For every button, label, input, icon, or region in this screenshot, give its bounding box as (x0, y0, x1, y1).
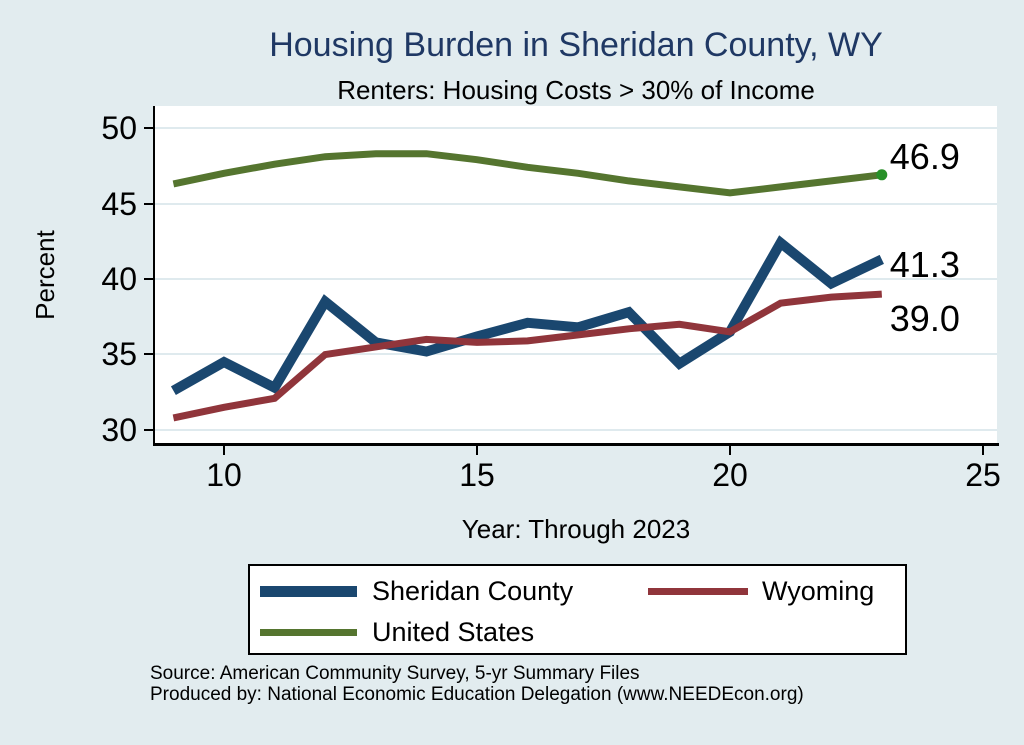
y-tick-label-35: 35 (101, 336, 137, 373)
y-tick-30 (144, 428, 153, 431)
gridline-35 (155, 353, 997, 356)
y-tick-label-40: 40 (101, 260, 137, 297)
y-axis-line (153, 106, 155, 445)
legend-swatch-united-states (260, 629, 357, 636)
end-label-sheridan-county: 41.3 (889, 244, 960, 286)
source-line-2: Produced by: National Economic Education… (150, 684, 804, 705)
y-tick-label-50: 50 (101, 110, 137, 146)
y-tick-40 (144, 277, 153, 280)
x-tick-label-20: 20 (712, 457, 748, 493)
legend-swatch-sheridan-county (260, 586, 357, 597)
x-axis-title: Year: Through 2023 (461, 514, 691, 544)
x-tick-label-25: 25 (965, 457, 1001, 493)
series-line-wyoming (172, 290, 883, 422)
x-tick-label-10: 10 (206, 457, 242, 493)
source-line-1: Source: American Community Survey, 5-yr … (150, 663, 640, 684)
end-label-wyoming: 39.0 (889, 298, 960, 340)
y-tick-45 (144, 202, 153, 205)
source-note: Source: American Community Survey, 5-yr … (150, 663, 804, 705)
gridline-50 (155, 127, 997, 129)
series-line-sheridan-county (170, 235, 884, 396)
x-tick-label-15: 15 (459, 457, 495, 493)
y-axis-title: Percent (30, 230, 60, 320)
legend-label-sheridan-county: Sheridan County (372, 576, 574, 606)
y-tick-label-30: 30 (101, 411, 137, 448)
legend-label-united-states: United States (372, 617, 535, 647)
gridline-45 (155, 202, 997, 205)
x-tick-15 (476, 446, 478, 455)
x-axis-line (153, 443, 999, 446)
endpoint-dot (876, 169, 888, 181)
series-line-united-states (172, 150, 883, 197)
plot-area (155, 106, 997, 443)
x-tick-25 (981, 446, 984, 455)
chart-title: Housing Burden in Sheridan County, WY (269, 26, 883, 64)
x-tick-20 (728, 446, 731, 455)
y-tick-50 (144, 127, 153, 129)
gridline-30 (155, 428, 997, 431)
y-tick-35 (144, 353, 153, 356)
series-plot (170, 150, 888, 422)
chart-subtitle: Renters: Housing Costs > 30% of Income (337, 75, 815, 105)
y-tick-label-45: 45 (101, 185, 137, 222)
x-tick-10 (223, 446, 225, 455)
gridline-40 (155, 277, 997, 280)
legend-swatch-wyoming (648, 588, 748, 595)
legend-label-wyoming: Wyoming (762, 576, 875, 606)
legend: Sheridan County Wyoming United States (248, 564, 907, 655)
end-label-united-states: 46.9 (889, 135, 960, 177)
